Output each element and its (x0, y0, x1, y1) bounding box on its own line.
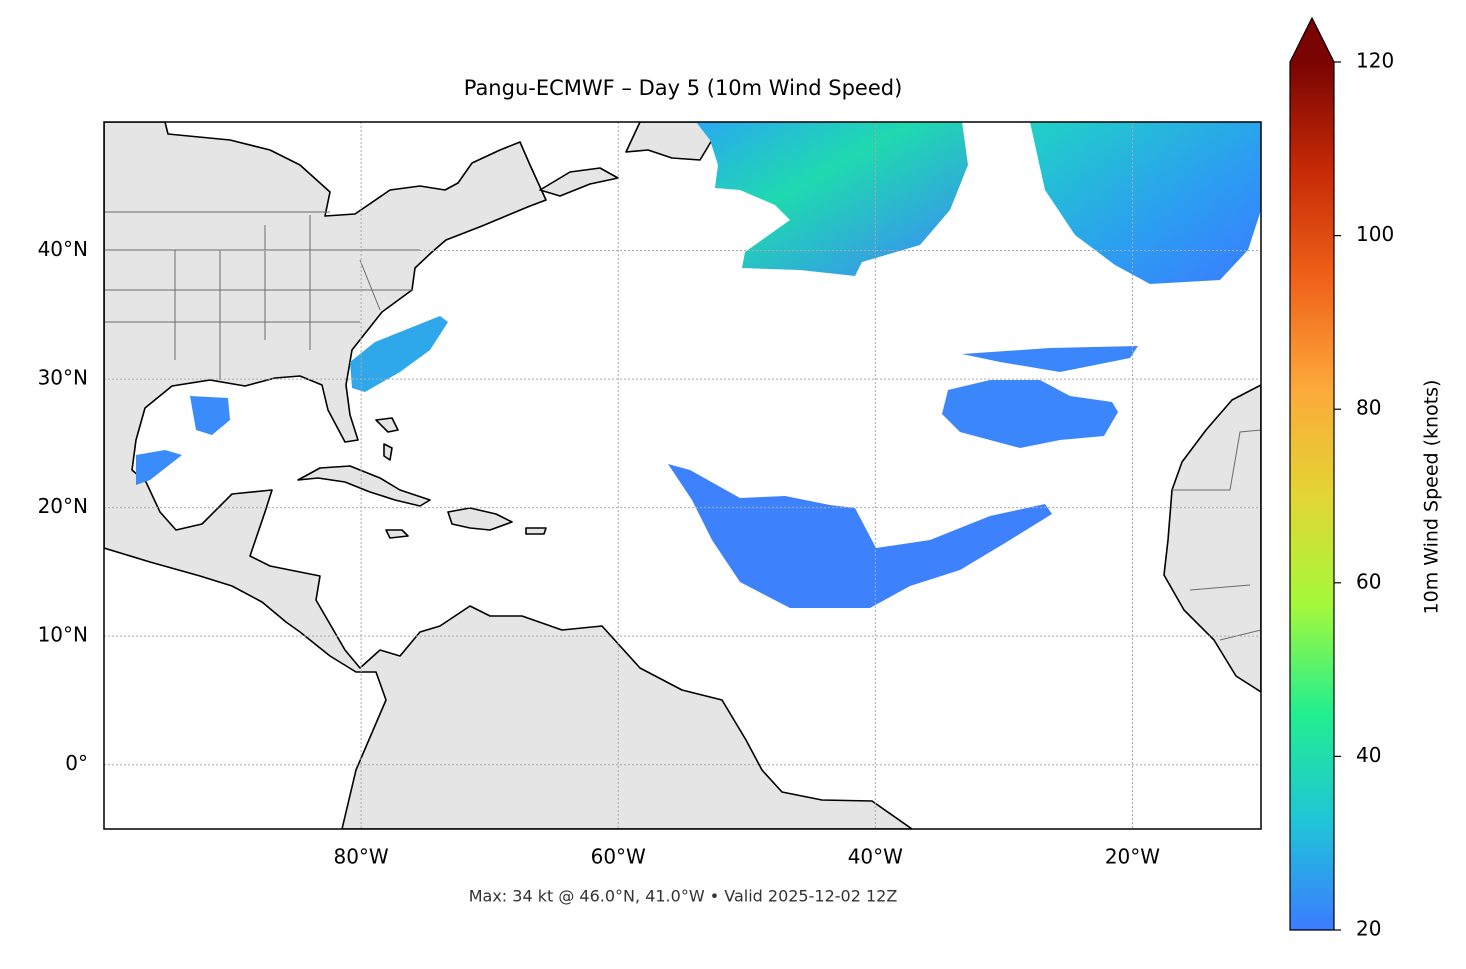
wind-region (696, 122, 968, 276)
colorbar-tick-label: 80 (1356, 396, 1381, 420)
land-newfoundland (625, 122, 713, 161)
wind-region (942, 346, 1138, 448)
colorbar-tick-label: 100 (1356, 222, 1394, 246)
land-bahamas (375, 417, 399, 461)
x-tick-label: 60°W (591, 845, 646, 869)
chart-title: Pangu-ECMWF – Day 5 (10m Wind Speed) (464, 76, 903, 100)
land-hispaniola (447, 507, 513, 531)
state-borders (104, 211, 1261, 641)
y-tick-label: 10°N (38, 623, 88, 647)
land-puerto-rico (525, 527, 547, 535)
colorbar-tick-label: 40 (1356, 743, 1381, 767)
gridlines (104, 122, 1261, 829)
wind-region (1030, 122, 1261, 284)
colorbar-outline (1289, 16, 1335, 931)
colorbar-label: 10m Wind Speed (knots) (1421, 380, 1443, 615)
colorbar-tick-label: 20 (1356, 917, 1381, 941)
land-cuba (297, 465, 431, 507)
map-area (104, 122, 1261, 829)
colorbar-scale (1290, 62, 1334, 930)
y-tick-label: 0° (65, 751, 88, 775)
wind-region (136, 396, 230, 485)
y-tick-label: 20°N (38, 494, 88, 518)
colorbar-tick-label: 60 (1356, 569, 1381, 593)
wind-region (350, 316, 448, 392)
colorbar-tick-label: 120 (1356, 49, 1394, 73)
y-tick-label: 40°N (38, 237, 88, 261)
land-jamaica (385, 529, 409, 539)
x-tick-label: 20°W (1105, 845, 1160, 869)
x-tick-label: 40°W (848, 845, 903, 869)
y-tick-label: 30°N (38, 366, 88, 390)
footnote: Max: 34 kt @ 46.0°N, 41.0°W • Valid 2025… (469, 887, 898, 906)
colorbar-extend (1290, 18, 1334, 62)
wind-region (668, 464, 1052, 608)
land-americas (104, 122, 913, 829)
land-africa (1163, 384, 1261, 693)
colorbar: 20 40 60 80 100 120 (1289, 16, 1394, 941)
map-frame (103, 121, 1262, 830)
x-tick-label: 80°W (333, 845, 388, 869)
